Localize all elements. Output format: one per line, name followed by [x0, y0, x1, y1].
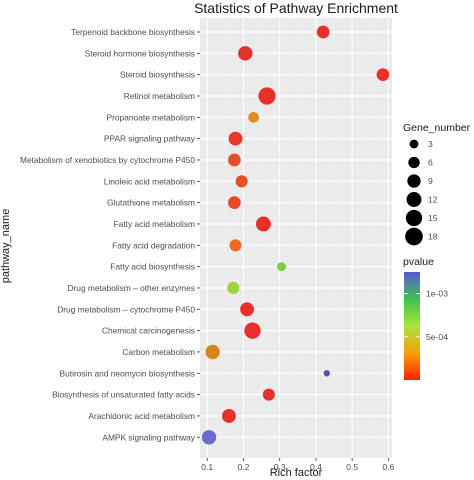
size-legend-label: 18: [428, 232, 438, 242]
size-legend-label: 3: [428, 139, 433, 149]
y-tick-label: Fatty acid degradation: [112, 240, 195, 250]
size-legend-dot: [409, 139, 419, 149]
colorbar-tick-label: 1e-03: [426, 289, 448, 299]
data-point: [258, 87, 276, 105]
y-axis-title: pathway_name: [0, 209, 12, 284]
y-tick-label: Fatty acid metabolism: [114, 219, 195, 229]
y-tick-label: Chemical carcinogenesis: [102, 326, 195, 336]
x-tick-label: 0.5: [346, 462, 358, 472]
color-legend-title: pvalue: [403, 256, 434, 268]
data-points: [201, 25, 390, 445]
y-tick-label: PPAR signaling pathway: [104, 134, 196, 144]
color-legend: pvalue 5e-04 1e-03: [403, 256, 448, 380]
data-point: [227, 281, 240, 294]
data-point: [323, 370, 330, 377]
data-point: [376, 68, 390, 82]
data-point: [222, 409, 236, 423]
size-legend-dot: [405, 227, 423, 246]
data-point: [205, 344, 220, 360]
size-legend-dot: [407, 174, 421, 188]
plot-panel: [200, 18, 392, 458]
pvalue-colorbar: [404, 272, 420, 380]
chart-title: Statistics of Pathway Enrichment: [194, 0, 398, 16]
data-point: [229, 239, 242, 252]
y-tick-label: Retinol metabolism: [124, 91, 195, 101]
size-legend-title: Gene_number: [403, 122, 471, 134]
y-tick-label: Arachidonic acid metabolism: [88, 411, 195, 421]
y-tick-label: Terpenoid backbone biosynthesis: [71, 27, 195, 37]
y-tick-label: Butirosin and neomycin biosynthesis: [60, 368, 195, 378]
size-legend-dot: [408, 156, 420, 169]
y-tick-label: Steroid hormone biosynthesis: [85, 48, 195, 58]
x-tick-label: 0.1: [201, 462, 213, 472]
data-point: [238, 46, 253, 61]
y-tick-label: Drug metabolism – cytochrome P450: [57, 304, 195, 314]
y-tick-label: Drug metabolism – other enzymes: [67, 283, 195, 293]
y-tick-label: Steroid biosynthesis: [120, 70, 195, 80]
y-tick-label: AMPK signaling pathway: [102, 432, 195, 442]
data-point: [228, 131, 243, 146]
y-tick-label: Propanoate metabolism: [107, 112, 195, 122]
size-legend-label: 12: [428, 195, 438, 205]
data-point: [277, 262, 286, 272]
data-point: [316, 25, 330, 39]
size-legend-dot: [405, 209, 423, 227]
data-point: [248, 112, 259, 123]
y-tick-label: Fatty acid biosynthesis: [110, 262, 195, 272]
y-tick-label: Linoleic acid metabolism: [104, 176, 195, 186]
grid-lines: [200, 18, 392, 458]
y-tick-label: Biosynthesis of unsaturated fatty acids: [52, 390, 195, 400]
size-legend-dot: [406, 192, 422, 207]
colorbar-tick-label: 5e-04: [426, 332, 448, 342]
x-axis-title: Rich factor: [270, 467, 323, 479]
data-point: [262, 388, 275, 401]
data-point: [255, 216, 271, 232]
y-tick-label: Carbon metabolism: [122, 347, 195, 357]
data-point: [228, 196, 241, 209]
size-legend-label: 6: [428, 158, 433, 168]
x-tick-label: 0.2: [237, 462, 249, 472]
x-tick-label: 0.4: [310, 462, 322, 472]
size-legend: Gene_number 3 6 9 12 15 18: [403, 122, 471, 246]
y-tick-label: Glutathione metabolism: [107, 198, 195, 208]
x-tick-label: 0.6: [382, 462, 394, 472]
data-point: [228, 153, 241, 167]
data-point: [201, 430, 217, 445]
y-axis-tick-labels: Terpenoid backbone biosynthesis Steroid h…: [20, 27, 200, 442]
size-legend-label: 15: [428, 213, 438, 223]
size-legend-label: 9: [428, 176, 433, 186]
data-point: [240, 302, 255, 317]
x-axis-tick-labels: 0.1 0.2 0.3 0.4 0.5 0.6: [201, 458, 395, 472]
y-tick-label: Metabolism of xenobiotics by cytochrome …: [20, 155, 195, 165]
data-point: [244, 322, 261, 339]
data-point: [235, 175, 248, 188]
x-tick-label: 0.3: [274, 462, 286, 472]
